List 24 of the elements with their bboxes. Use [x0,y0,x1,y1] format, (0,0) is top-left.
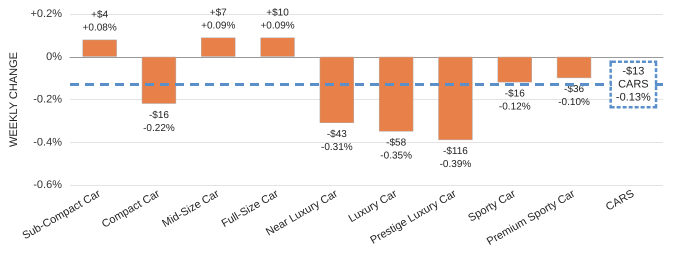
y-tick-label: -0.4% [33,136,62,148]
data-label: +$7 +0.09% [201,8,236,32]
bar [378,56,414,132]
bar [320,56,354,124]
data-label: -$116 -0.39% [440,146,472,170]
data-label: +$10 +0.09% [260,8,295,32]
y-tick-label: 0% [46,50,62,63]
data-label: -$58 -0.35% [380,138,412,162]
bar [438,56,473,140]
bar [201,38,236,57]
data-label: -$16 -0.22% [143,110,175,134]
bar [498,56,532,82]
y-axis-title: WEEKLY CHANGE [8,52,20,147]
bar [142,56,176,104]
bar [260,38,295,57]
annotation: -$13 CARS -0.13% [616,66,651,104]
data-label: +$4 +0.08% [82,10,117,34]
y-tick-label: -0.2% [33,94,62,106]
bar [82,40,117,57]
y-tick-label: -0.6% [33,179,62,191]
y-tick-label: +0.2% [30,8,62,20]
data-label: -$16 -0.12% [498,88,531,112]
data-label: -$43 -0.31% [321,129,353,154]
bar [556,56,592,78]
